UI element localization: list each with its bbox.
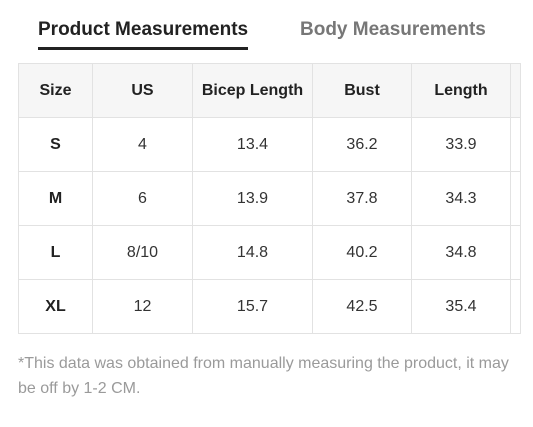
table-cell: 4	[92, 117, 193, 172]
table-cell: S	[18, 117, 93, 172]
table-cell: Size	[18, 63, 93, 118]
table-cell: 13.4	[192, 117, 313, 172]
note: *This data was obtained from manually me…	[18, 355, 509, 397]
table-cell: 13.9	[192, 171, 313, 226]
table-cell: 34.3	[411, 171, 511, 226]
table-cell	[510, 63, 521, 118]
table-cell	[510, 117, 521, 172]
table-cell: Bicep Length	[192, 63, 313, 118]
table-cell: Bust	[312, 63, 412, 118]
table-cell: 33.9	[411, 117, 511, 172]
table-cell	[510, 225, 521, 280]
table-row: Size US Bicep Length Bust Length	[18, 63, 521, 118]
table-cell: 6	[92, 171, 193, 226]
tab[interactable]: Body Measurements	[300, 19, 486, 40]
table-cell: US	[92, 63, 193, 118]
table-cell: 34.8	[411, 225, 511, 280]
table-cell: 40.2	[312, 225, 412, 280]
table-cell: 15.7	[192, 279, 313, 334]
table-cell: 35.4	[411, 279, 511, 334]
table-row: M 6 13.9 37.8 34.3	[18, 171, 521, 226]
table-row: S 4 13.4 36.2 33.9	[18, 117, 521, 172]
size-table: Size US Bicep Length Bust Length S 4 13.4 36.2 33…	[18, 63, 521, 334]
table-cell: M	[18, 171, 93, 226]
table-cell: 37.8	[312, 171, 412, 226]
table-cell: 12	[92, 279, 193, 334]
table-cell	[510, 171, 521, 226]
tab-active[interactable]: Product Measurements	[38, 19, 249, 50]
table-cell: 14.8	[192, 225, 313, 280]
table-cell: 42.5	[312, 279, 412, 334]
table-cell: XL	[18, 279, 93, 334]
table-row: XL 12 15.7 42.5 35.4	[18, 279, 521, 334]
table-cell: Length	[411, 63, 511, 118]
table-cell	[510, 279, 521, 334]
table-row: L 8/10 14.8 40.2 34.8	[18, 225, 521, 280]
table-cell: L	[18, 225, 93, 280]
table-cell: 8/10	[92, 225, 193, 280]
table-cell: 36.2	[312, 117, 412, 172]
